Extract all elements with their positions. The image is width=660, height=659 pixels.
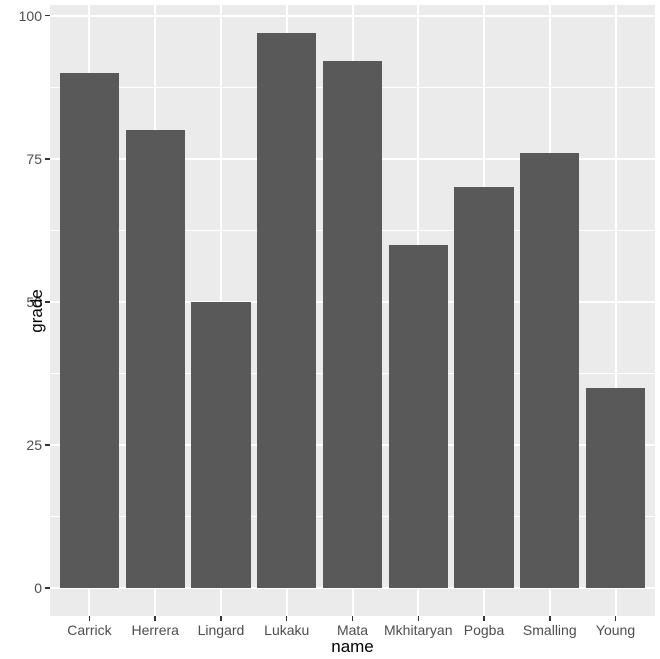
plot-panel	[50, 5, 655, 616]
y-tick-label: 50	[26, 293, 42, 310]
x-tick-mark	[549, 616, 551, 621]
x-tick-label: Smalling	[522, 622, 577, 638]
x-tick-label: Pogba	[463, 622, 505, 638]
x-tick-mark	[614, 616, 617, 621]
y-tick-mark	[45, 301, 50, 303]
x-tick-label: Mata	[336, 622, 369, 638]
y-tick-mark	[45, 158, 50, 160]
x-tick-label: Carrick	[67, 622, 112, 638]
y-tick-mark	[45, 14, 50, 17]
x-tick-label: Lukaku	[264, 622, 310, 638]
category-gridline	[614, 5, 617, 616]
y-tick-mark	[45, 444, 50, 446]
x-tick-label: Herrera	[131, 622, 179, 638]
y-tick-mark	[45, 587, 50, 589]
x-tick-mark	[154, 616, 156, 621]
x-tick-mark	[351, 616, 354, 621]
x-axis-title: name	[331, 637, 374, 656]
bar-carrick	[59, 72, 120, 589]
x-tick-label: Young	[595, 622, 636, 638]
x-tick-mark	[417, 616, 419, 621]
y-axis-title: grade	[27, 288, 46, 333]
x-tick-mark	[220, 616, 222, 621]
x-tick-mark	[285, 616, 288, 621]
x-tick-label: Mkhitaryan	[384, 622, 453, 638]
bar-pogba	[454, 187, 514, 589]
bar-mkhitaryan	[388, 244, 448, 589]
y-tick-label: 100	[18, 7, 42, 24]
bar-smalling	[520, 153, 580, 589]
bar-lukaku	[257, 32, 317, 589]
y-tick-label: 25	[26, 437, 42, 454]
x-tick-mark	[88, 616, 91, 621]
y-tick-label: 0	[34, 580, 42, 597]
x-tick-mark	[483, 616, 485, 621]
bar-young	[585, 387, 646, 589]
bar-lingard	[191, 301, 251, 589]
bar-herrera	[125, 130, 185, 589]
bar-mata	[322, 61, 383, 589]
x-tick-label: Lingard	[197, 622, 245, 638]
y-tick-label: 75	[26, 150, 42, 167]
